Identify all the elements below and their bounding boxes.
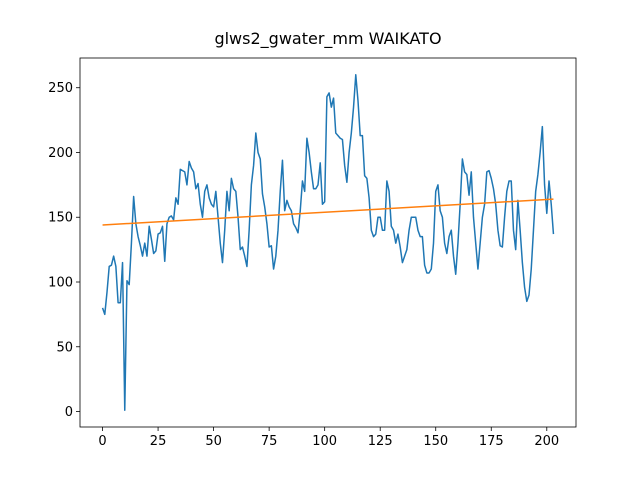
x-tick-label: 175 — [479, 434, 504, 449]
data-line — [101, 74, 555, 411]
x-tick-label: 150 — [423, 434, 448, 449]
x-tick-label: 200 — [534, 434, 559, 449]
x-tick-label: 125 — [368, 434, 393, 449]
x-tick-label: 75 — [261, 434, 278, 449]
y-tick-label: 250 — [48, 81, 73, 96]
x-tick-label: 0 — [98, 434, 106, 449]
y-tick-label: 0 — [65, 405, 73, 420]
x-tick-label: 50 — [205, 434, 222, 449]
y-tick-label: 50 — [56, 340, 73, 355]
plot-frame — [79, 57, 577, 428]
x-tick-label: 25 — [150, 434, 167, 449]
y-tick-label: 150 — [48, 211, 73, 226]
chart-title: glws2_gwater_mm WAIKATO — [214, 29, 441, 49]
data-line — [102, 198, 554, 226]
y-tick-label: 200 — [48, 146, 73, 161]
y-tick-label: 100 — [48, 276, 73, 291]
x-tick-label: 100 — [312, 434, 337, 449]
